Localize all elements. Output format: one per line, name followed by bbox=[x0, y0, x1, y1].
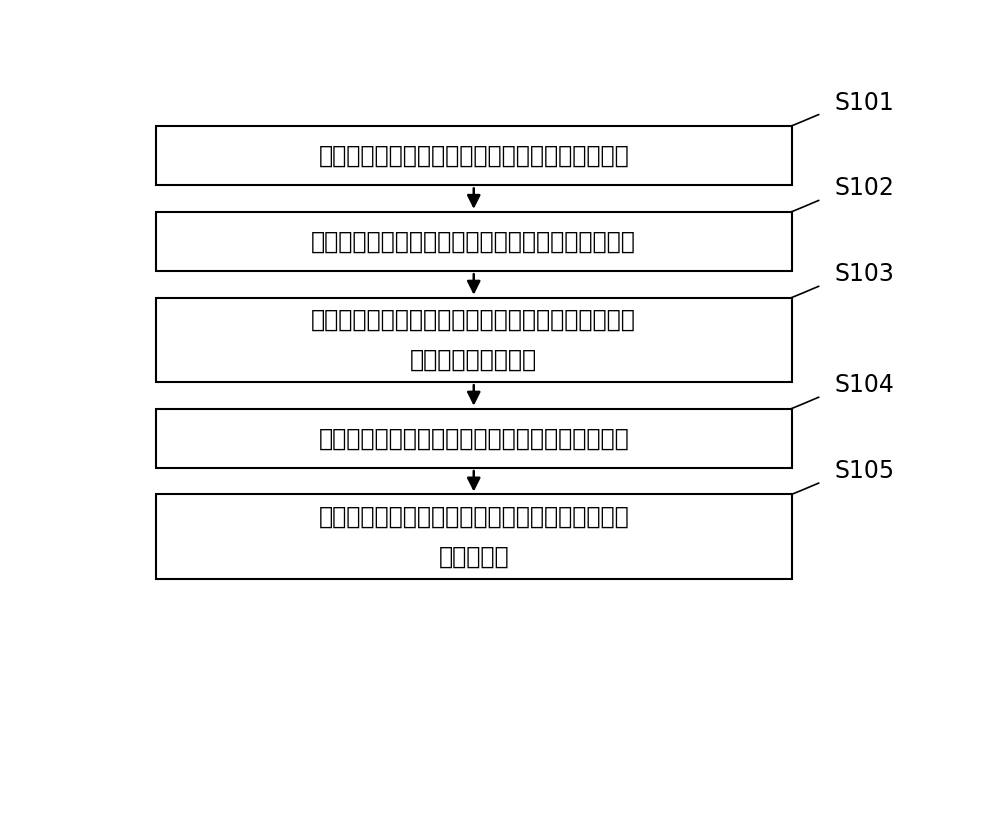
Text: 获取待测电机在每一个电压施加方向上对应的电流值: 获取待测电机在每一个电压施加方向上对应的电流值 bbox=[311, 230, 636, 253]
Text: S101: S101 bbox=[834, 90, 894, 115]
FancyBboxPatch shape bbox=[156, 212, 792, 271]
Text: S102: S102 bbox=[834, 177, 894, 200]
Text: 向待测电机施加不同方向持续预设时间的电压矢量: 向待测电机施加不同方向持续预设时间的电压矢量 bbox=[318, 143, 629, 168]
FancyBboxPatch shape bbox=[156, 409, 792, 468]
Text: S105: S105 bbox=[834, 459, 894, 484]
Text: 基于不同电压施加方向及其对应的电流值，得到待测: 基于不同电压施加方向及其对应的电流值，得到待测 bbox=[311, 308, 636, 332]
FancyBboxPatch shape bbox=[156, 494, 792, 579]
Text: S104: S104 bbox=[834, 374, 894, 397]
FancyBboxPatch shape bbox=[156, 126, 792, 186]
Text: 电机的电流采样信号: 电机的电流采样信号 bbox=[410, 348, 537, 372]
Text: 始位置方向: 始位置方向 bbox=[438, 545, 509, 569]
Text: 基于滤波后的电流采样信号确定待测电机的转子初: 基于滤波后的电流采样信号确定待测电机的转子初 bbox=[318, 505, 629, 528]
Text: S103: S103 bbox=[834, 262, 894, 287]
FancyBboxPatch shape bbox=[156, 298, 792, 383]
Text: 基于多项式平滑算法对电流采样信号进行滤波处理: 基于多项式平滑算法对电流采样信号进行滤波处理 bbox=[318, 427, 629, 450]
